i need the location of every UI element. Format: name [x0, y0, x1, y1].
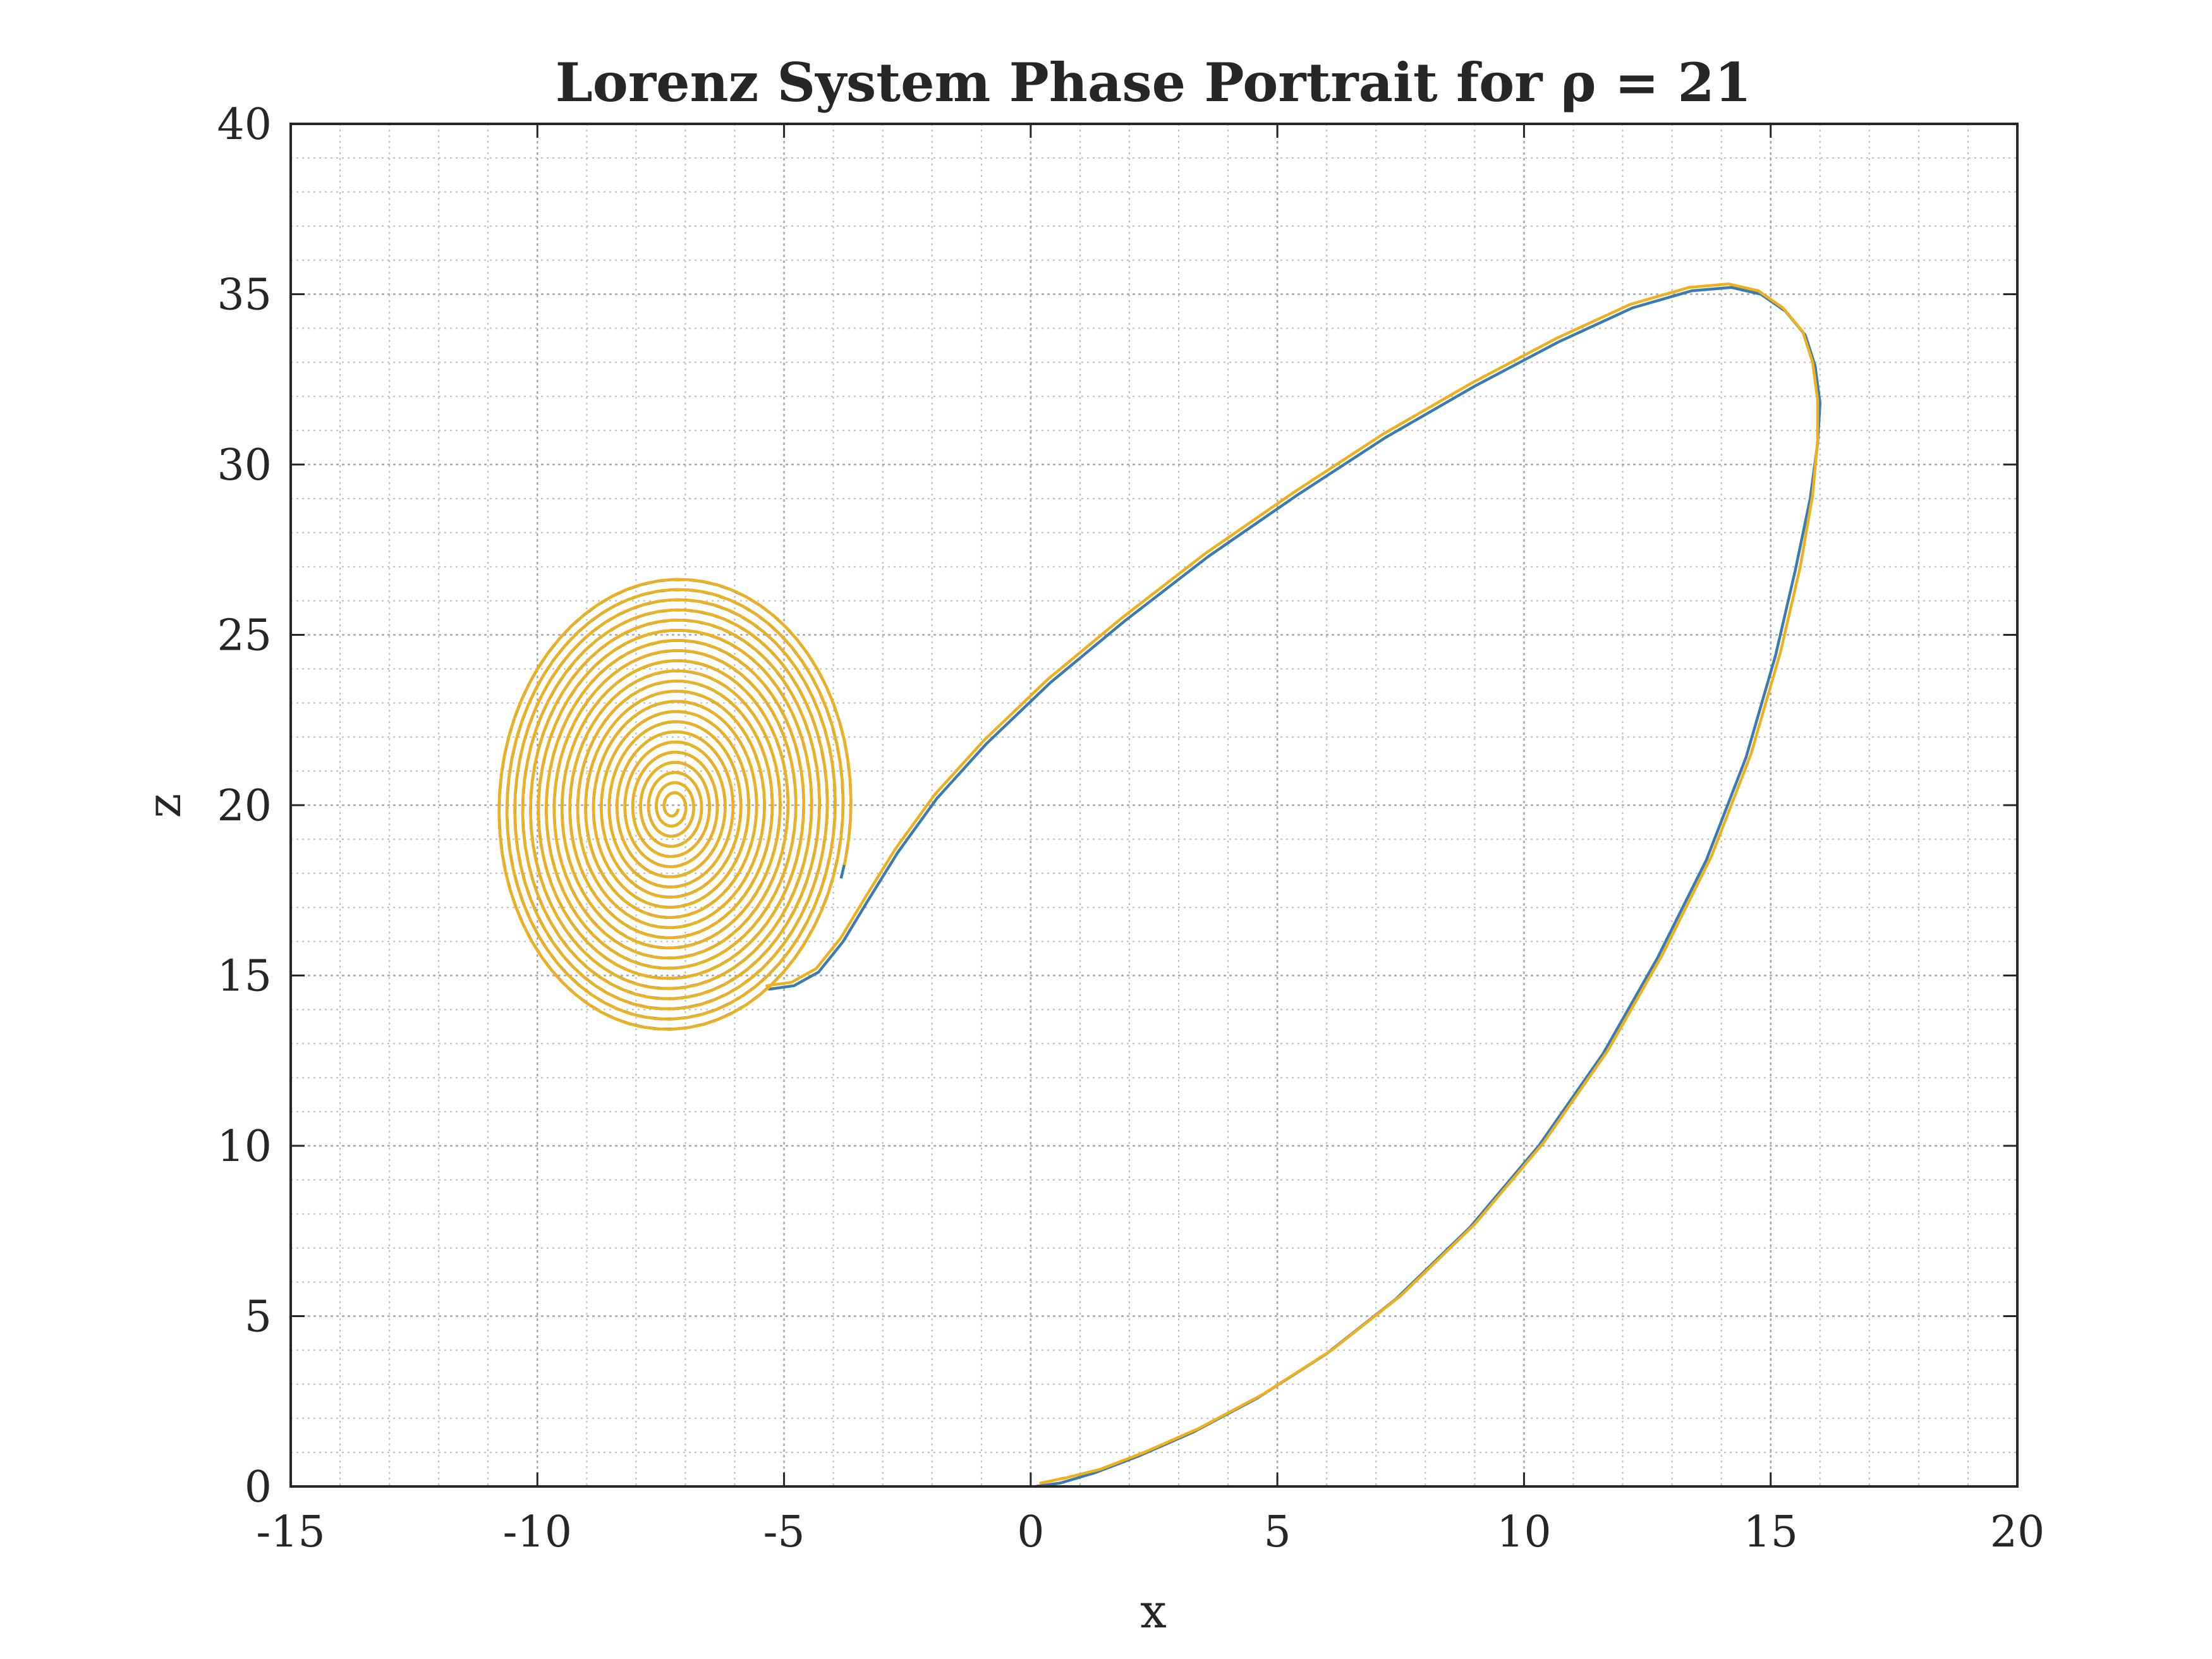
y-tick-label: 25: [217, 611, 272, 661]
x-tick-label: -5: [763, 1507, 805, 1557]
plot-area: -15 -10 -5 0 5 10 15 20 0 5 10 15 20 25 30 35 40: [217, 100, 2045, 1557]
y-tick-label: 30: [217, 441, 272, 490]
x-tick-label: 20: [1990, 1507, 2045, 1557]
x-tick-label: 10: [1497, 1507, 1552, 1557]
x-tick-labels: -15 -10 -5 0 5 10 15 20: [256, 1507, 2045, 1557]
y-tick-label: 35: [217, 270, 272, 320]
x-tick-label: 0: [1017, 1507, 1044, 1557]
y-axis-label: z: [137, 794, 191, 818]
series-2-spiral: [497, 578, 853, 1031]
y-tick-label: 0: [245, 1462, 272, 1512]
tick-marks: [289, 123, 2019, 1488]
y-tick-label: 5: [245, 1292, 272, 1342]
x-tick-label: -10: [503, 1507, 573, 1557]
x-tick-label: 5: [1264, 1507, 1291, 1557]
y-tick-label: 20: [217, 781, 272, 831]
y-tick-label: 10: [217, 1122, 272, 1172]
series-2: [497, 283, 1820, 1485]
series-2-trajectory: [765, 283, 1820, 1485]
y-tick-labels: 0 5 10 15 20 25 30 35 40: [217, 100, 272, 1512]
series-layer: [497, 283, 1822, 1488]
x-tick-label: -15: [256, 1507, 325, 1557]
y-tick-label: 15: [217, 952, 272, 1002]
x-tick-label: 15: [1743, 1507, 1798, 1557]
y-tick-label: 40: [217, 100, 272, 150]
chart-title: Lorenz System Phase Portrait for ρ = 21: [556, 51, 1752, 114]
x-axis-label: x: [1140, 1584, 1167, 1639]
